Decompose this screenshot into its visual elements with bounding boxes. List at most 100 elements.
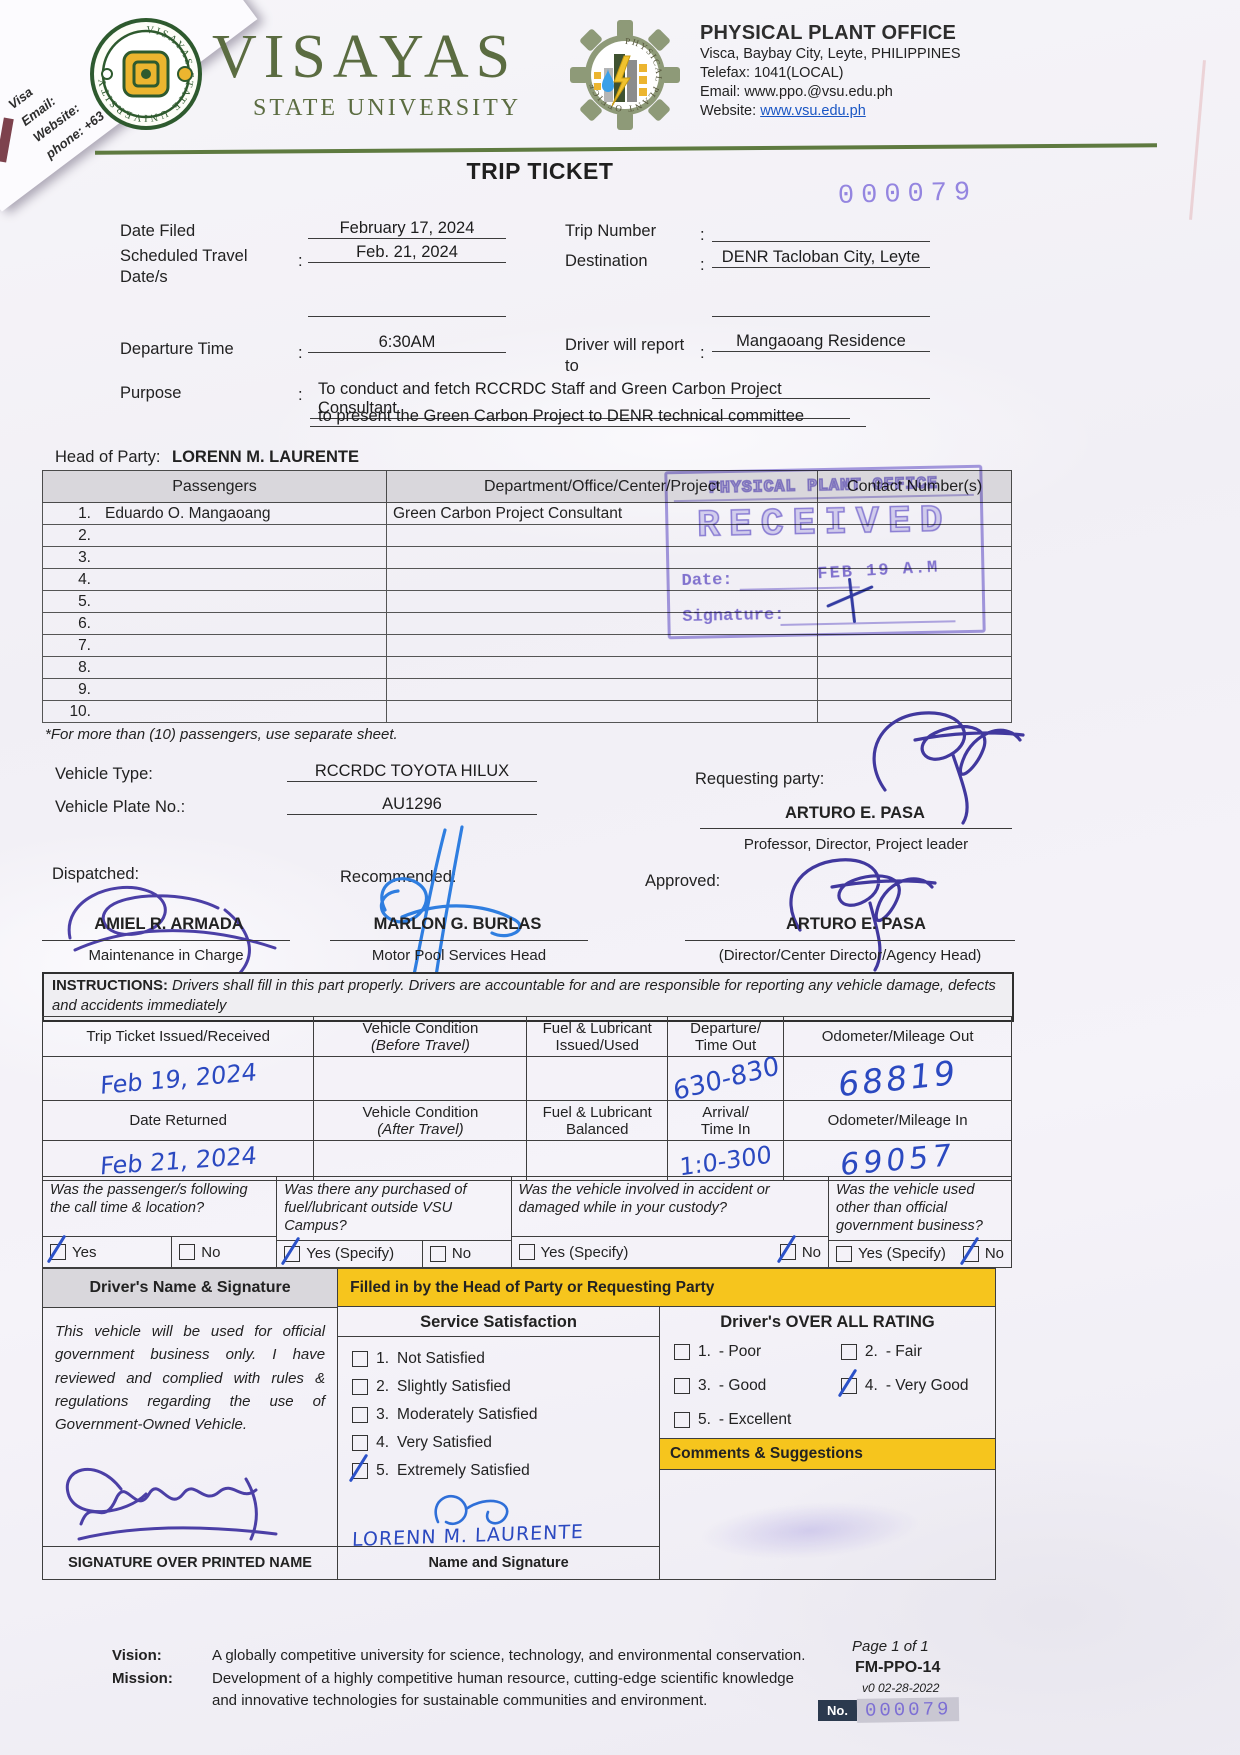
form-number-value: 000079 bbox=[856, 1697, 960, 1723]
passengers-table: Passengers Department/Office/Center/Proj… bbox=[42, 470, 1012, 723]
rating-option: 4. - Very Good bbox=[840, 1372, 995, 1400]
vehicle-plate-value: AU1296 bbox=[287, 795, 537, 815]
dispatched-label: Dispatched: bbox=[52, 865, 140, 883]
service-option: 3. Moderately Satisfied bbox=[352, 1401, 659, 1429]
signature-line bbox=[42, 940, 290, 941]
scan-artifact bbox=[1189, 60, 1206, 220]
form-version: v0 02-28-2022 bbox=[862, 1681, 940, 1695]
departure-time-value: 6:30AM bbox=[308, 333, 506, 353]
colon: : bbox=[700, 344, 705, 362]
signature-driver bbox=[65, 1468, 278, 1541]
ppo-logo: PHYSICAL PLANT OFFICE bbox=[562, 12, 688, 138]
stamp-signature-mark bbox=[826, 577, 874, 623]
checkbox-q3-yes bbox=[518, 1244, 535, 1260]
log-header: Odometer/Mileage Out bbox=[783, 1016, 1012, 1057]
instructions-label: INSTRUCTIONS: bbox=[52, 978, 168, 994]
service-satisfaction-header: Service Satisfaction bbox=[338, 1307, 659, 1337]
checkbox-q1-yes bbox=[50, 1244, 66, 1260]
handwritten-odometer-out: 68819 bbox=[836, 1052, 959, 1105]
university-wordmark-sub: STATE UNIVERSITY bbox=[253, 95, 522, 121]
requesting-party-label: Requesting party: bbox=[695, 770, 825, 788]
log-header: Fuel & Lubricant Issued/Used bbox=[526, 1016, 668, 1057]
log-header: Arrival/Time In bbox=[666, 1100, 785, 1141]
signature-over-printed-name-label: SIGNATURE OVER PRINTED NAME bbox=[43, 1546, 338, 1579]
date-filed-value: February 17, 2024 bbox=[308, 219, 506, 239]
log-header: Odometer/Mileage In bbox=[783, 1100, 1012, 1141]
signature-line bbox=[685, 940, 1015, 941]
table-row: 10. bbox=[42, 700, 1012, 723]
office-email: Email: www.ppo.@vsu.edu.ph bbox=[700, 84, 893, 101]
date-filed-label: Date Filed bbox=[120, 222, 196, 240]
checkbox-rating-4 bbox=[840, 1378, 857, 1394]
instructions-text: Drivers shall fill in this part properly… bbox=[52, 978, 996, 1014]
signature-recommended bbox=[379, 825, 522, 987]
trip-number-value bbox=[712, 221, 930, 242]
driver-report-label2: to bbox=[565, 357, 579, 375]
purpose-line1: To conduct and fetch RCCRDC Staff and Gr… bbox=[310, 380, 850, 419]
service-option: 4. Very Satisfied bbox=[352, 1429, 659, 1457]
log-header: Date Returned bbox=[41, 1100, 315, 1141]
log-header: Fuel & Lubricant Balanced bbox=[526, 1100, 668, 1141]
checkbox-rating-1 bbox=[673, 1344, 690, 1360]
mission-text: Development of a highly competitive huma… bbox=[212, 1670, 794, 1709]
website-link: www.vsu.edu.ph bbox=[760, 103, 866, 120]
head-of-party-label: Head of Party: bbox=[55, 448, 161, 466]
table-row: 7. bbox=[42, 634, 1012, 657]
received-stamp: PHYSICAL PLANT OFFICE RECEIVED Date: FEB… bbox=[664, 464, 986, 640]
purpose-label: Purpose bbox=[120, 384, 182, 402]
checkbox-service-1 bbox=[352, 1351, 369, 1367]
checkbox-service-4 bbox=[352, 1435, 369, 1451]
vehicle-type-label: Vehicle Type: bbox=[55, 765, 153, 783]
stamp-received-line: RECEIVED bbox=[696, 499, 953, 549]
service-option: 1. Not Satisfied bbox=[352, 1345, 659, 1373]
droplet-icon bbox=[602, 68, 614, 92]
signature-line bbox=[700, 828, 1012, 829]
handwritten-date-issued: Feb 19, 2024 bbox=[99, 1057, 258, 1100]
colon: : bbox=[298, 344, 303, 362]
passenger-name: Eduardo O. Mangaoang bbox=[105, 504, 271, 522]
evaluation-section: Driver's Name & Signature This vehicle w… bbox=[42, 1268, 996, 1580]
vehicle-type-value: RCCRDC TOYOTA HILUX bbox=[287, 762, 537, 782]
checkbox-rating-2 bbox=[840, 1344, 857, 1360]
approved-title: (Director/Center Director/Agency Head) bbox=[718, 947, 982, 964]
checkbox-q2-yes bbox=[284, 1245, 301, 1262]
question-text: Was the vehicle involved in accident or … bbox=[518, 1182, 770, 1217]
checkbox-q1-no bbox=[179, 1244, 196, 1260]
signature-approved bbox=[789, 858, 937, 972]
ticket-number-stamp: 000079 bbox=[837, 178, 978, 212]
scheduled-travel-label: Scheduled Travel bbox=[120, 247, 248, 265]
scheduled-travel-value: Feb. 21, 2024 bbox=[308, 243, 506, 263]
scheduled-travel-label2: Date/s bbox=[120, 268, 168, 286]
handwritten-time-out: 630-830 bbox=[671, 1050, 782, 1107]
page-title: TRIP TICKET bbox=[466, 158, 614, 184]
instructions-box: INSTRUCTIONS: Drivers shall fill in this… bbox=[42, 972, 1014, 1022]
table-row: 4. bbox=[42, 568, 1012, 591]
requesting-party-title: Professor, Director, Project leader bbox=[743, 836, 969, 853]
driver-questions: Was the passenger/s following the call t… bbox=[42, 1176, 1012, 1268]
comments-suggestions-header: Comments & Suggestions bbox=[659, 1438, 995, 1470]
checkbox-q3-no bbox=[779, 1244, 796, 1260]
university-wordmark: VISAYAS bbox=[212, 23, 518, 91]
blank-line bbox=[712, 378, 930, 399]
requesting-party-name: ARTURO E. PASA bbox=[785, 804, 925, 822]
office-info: PHYSICAL PLANT OFFICE Visca, Baybay City… bbox=[700, 22, 961, 122]
dispatched-name: AMIEL R. ARMADA bbox=[94, 915, 244, 933]
log-header: Vehicle Condition (Before Travel) bbox=[313, 1016, 528, 1057]
lightning-icon bbox=[611, 55, 631, 107]
office-telefax: Telefax: 1041(LOCAL) bbox=[700, 65, 844, 82]
form-number-box: No. 000079 bbox=[818, 1697, 960, 1723]
office-name: PHYSICAL PLANT OFFICE bbox=[700, 22, 957, 44]
office-address: Visca, Baybay City, Leyte, PHILIPPINES bbox=[700, 46, 961, 62]
vision-text: A globally competitive university for sc… bbox=[212, 1647, 806, 1664]
approved-name: ARTURO E. PASA bbox=[786, 915, 926, 933]
passengers-header: Passengers bbox=[42, 470, 387, 503]
rating-option: 5. - Excellent bbox=[673, 1406, 841, 1434]
rating-option: 1. - Poor bbox=[673, 1338, 841, 1366]
checkbox-service-3 bbox=[352, 1407, 369, 1423]
destination-label: Destination bbox=[565, 252, 648, 270]
rating-option: 2. - Fair bbox=[840, 1338, 995, 1366]
dispatched-title: Maintenance in Charge bbox=[88, 947, 244, 964]
mission-label: Mission: bbox=[112, 1670, 173, 1687]
vehicle-plate-label: Vehicle Plate No.: bbox=[55, 798, 186, 816]
